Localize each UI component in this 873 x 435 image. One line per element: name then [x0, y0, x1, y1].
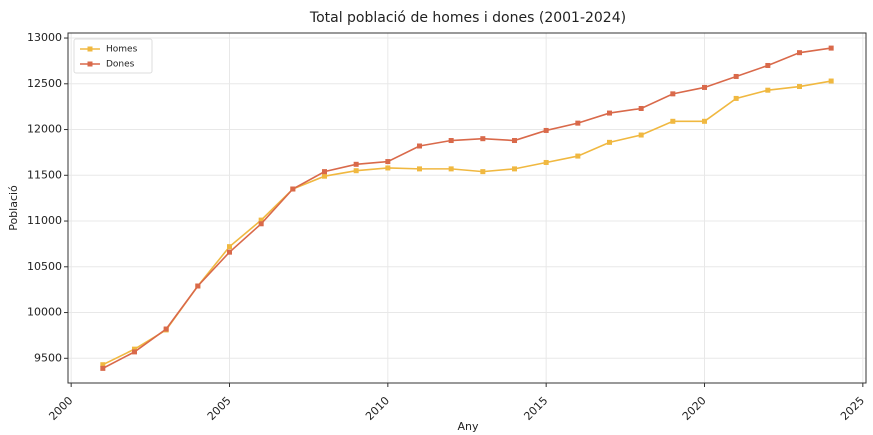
data-point — [353, 168, 359, 174]
y-tick-label: 10000 — [27, 306, 62, 319]
data-point — [575, 120, 581, 126]
data-point — [828, 78, 834, 84]
data-point — [322, 173, 327, 179]
data-point — [322, 169, 327, 175]
data-point — [543, 159, 549, 165]
series-line — [102, 47, 832, 370]
data-point — [227, 249, 232, 255]
data-point — [512, 138, 517, 144]
data-point — [702, 118, 707, 124]
data-point — [765, 87, 771, 93]
data-point — [353, 161, 359, 167]
legend-marker — [87, 46, 93, 52]
x-axis-label: Any — [457, 420, 478, 433]
y-tick-label: 9500 — [34, 351, 62, 364]
chart-title: Total població de homes i dones (2001-20… — [309, 10, 626, 26]
data-point — [828, 45, 834, 51]
x-tick-label: 2020 — [680, 394, 709, 423]
data-point — [797, 50, 802, 56]
data-point — [733, 73, 739, 79]
data-point — [290, 186, 296, 192]
data-point — [258, 217, 264, 223]
data-point — [132, 349, 137, 355]
x-tick-label: 2005 — [205, 394, 234, 423]
data-point — [638, 132, 644, 138]
data-point — [258, 221, 264, 227]
data-point — [575, 153, 581, 159]
data-point — [480, 169, 486, 175]
data-point — [797, 84, 802, 90]
y-tick-label: 12000 — [27, 123, 62, 136]
legend-marker — [87, 61, 93, 67]
data-point — [512, 166, 517, 172]
y-tick-label: 11500 — [27, 168, 62, 181]
data-point — [607, 110, 612, 116]
data-point — [195, 283, 201, 289]
x-tick-label: 2015 — [521, 394, 550, 423]
legend-label: Dones — [106, 60, 135, 70]
data-point — [448, 138, 454, 144]
data-point — [702, 84, 707, 90]
data-point — [448, 166, 454, 172]
data-point — [100, 362, 106, 368]
data-point — [385, 165, 391, 171]
y-tick-label: 13000 — [27, 31, 62, 44]
data-point — [670, 118, 676, 124]
data-point — [543, 127, 549, 133]
data-point — [480, 136, 486, 142]
data-point — [385, 159, 391, 165]
plot-frame — [67, 32, 867, 384]
data-point — [100, 365, 106, 371]
data-point — [733, 95, 739, 101]
legend-label: Homes — [106, 45, 138, 55]
y-tick-label: 10500 — [27, 260, 62, 273]
data-point — [670, 91, 676, 97]
y-axis-label: Població — [7, 185, 20, 231]
data-point — [417, 166, 422, 172]
data-point — [163, 326, 169, 332]
data-point — [765, 62, 771, 68]
x-tick-label: 2025 — [838, 394, 867, 423]
data-point — [132, 346, 137, 352]
data-point — [417, 143, 422, 149]
x-tick-label: 2000 — [46, 394, 75, 423]
y-tick-label: 11000 — [27, 214, 62, 227]
x-tick-label: 2010 — [363, 394, 392, 423]
series-line — [102, 80, 832, 366]
data-point — [638, 105, 644, 111]
y-tick-label: 12500 — [27, 77, 62, 90]
data-point — [607, 139, 612, 145]
data-point — [227, 244, 232, 250]
